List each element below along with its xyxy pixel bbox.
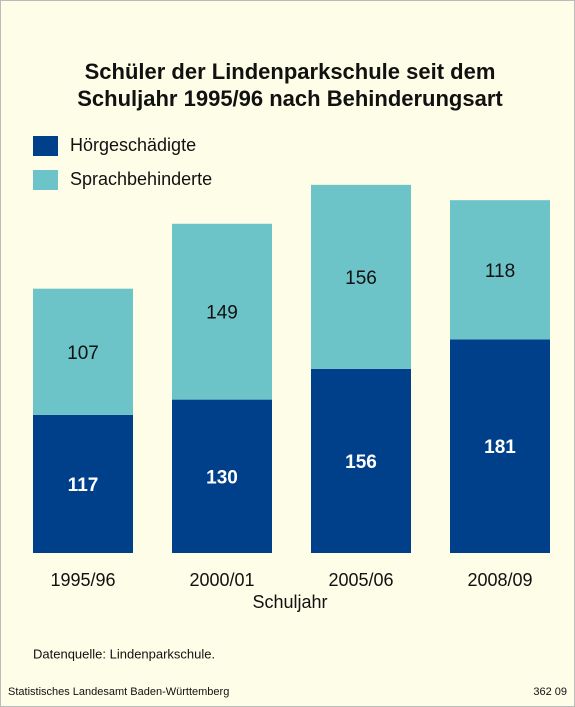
legend-label: Hörgeschädigte	[70, 135, 196, 155]
bar-segment	[450, 200, 550, 340]
legend-swatch	[33, 170, 58, 190]
chart-title: Schuljahr 1995/96 nach Behinderungsart	[77, 86, 503, 111]
data-label: 181	[484, 437, 516, 458]
bar-segment	[311, 368, 411, 553]
footer: 362 09	[533, 686, 567, 698]
bar-segment	[172, 399, 272, 553]
bar-segment	[33, 414, 133, 553]
legend-label: Sprachbehinderte	[70, 169, 212, 189]
data-label: 117	[68, 475, 99, 496]
data-label: 130	[206, 467, 238, 488]
bar-segment	[33, 288, 133, 415]
data-label: 118	[485, 261, 515, 282]
x-axis-label: Schuljahr	[252, 592, 327, 612]
bar-segment	[172, 223, 272, 400]
footer: Statistisches Landesamt Baden-Württember…	[8, 686, 229, 698]
data-label: 156	[345, 268, 377, 289]
data-label: 156	[345, 452, 377, 473]
chart-title: Schüler der Lindenparkschule seit dem	[85, 59, 496, 84]
x-tick-label: 1995/96	[50, 570, 115, 590]
source: Datenquelle: Lindenparkschule.	[33, 646, 215, 661]
data-label: 149	[206, 303, 238, 324]
data-label: 107	[67, 343, 99, 364]
x-tick-label: 2000/01	[189, 570, 254, 590]
x-tick-label: 2005/06	[328, 570, 393, 590]
legend-swatch	[33, 136, 58, 156]
bar-segment	[311, 184, 411, 369]
bar-segment	[450, 339, 550, 553]
x-tick-label: 2008/09	[467, 570, 532, 590]
